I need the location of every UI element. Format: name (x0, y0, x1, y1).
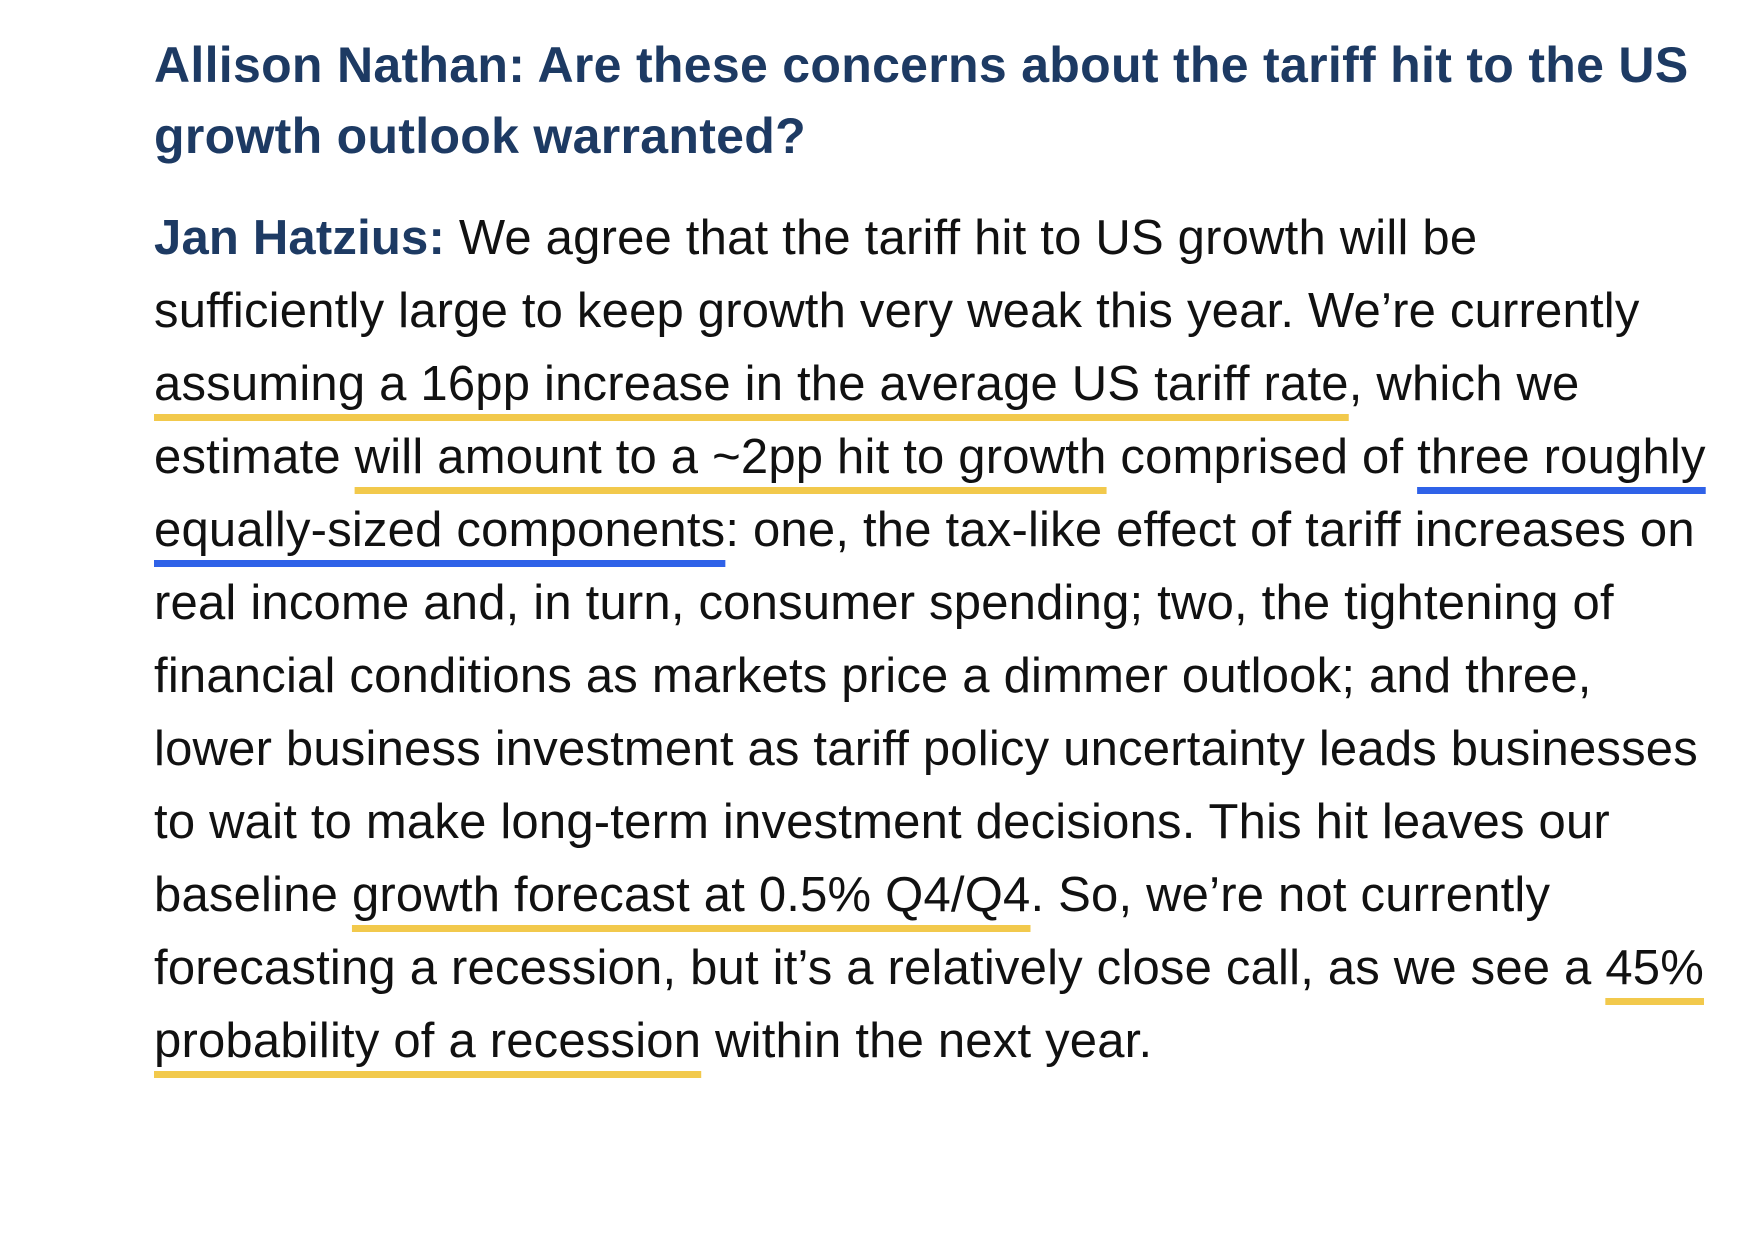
highlight-three-components: three roughly equally-sized components (154, 430, 1706, 557)
highlight-recession-probability: 45% probability of a recession (154, 941, 1704, 1068)
answer-text: : one, the tax-like effect of tariff inc… (154, 503, 1698, 922)
answer-text: within the next year. (701, 1014, 1153, 1068)
interview-question: Allison Nathan: Are these concerns about… (154, 37, 1689, 164)
interview-excerpt: Allison Nathan: Are these concerns about… (154, 30, 1714, 1078)
highlight-growth-forecast: growth forecast at 0.5% Q4/Q4 (351, 868, 1031, 922)
interview-answer: Jan Hatzius: We agree that the tariff hi… (154, 202, 1714, 1078)
answer-text: . So, we’re not currently forecasting a … (154, 868, 1606, 995)
speaker-name: Jan Hatzius: (154, 211, 446, 265)
highlight-growth-hit: will amount to a ~2pp hit to growth (354, 430, 1107, 484)
highlight-tariff-increase: assuming a 16pp increase in the average … (154, 357, 1349, 411)
answer-text: We agree that the tariff hit to US growt… (154, 211, 1640, 338)
answer-text: , which we estimate (154, 357, 1580, 484)
answer-text: comprised of (1106, 430, 1418, 484)
